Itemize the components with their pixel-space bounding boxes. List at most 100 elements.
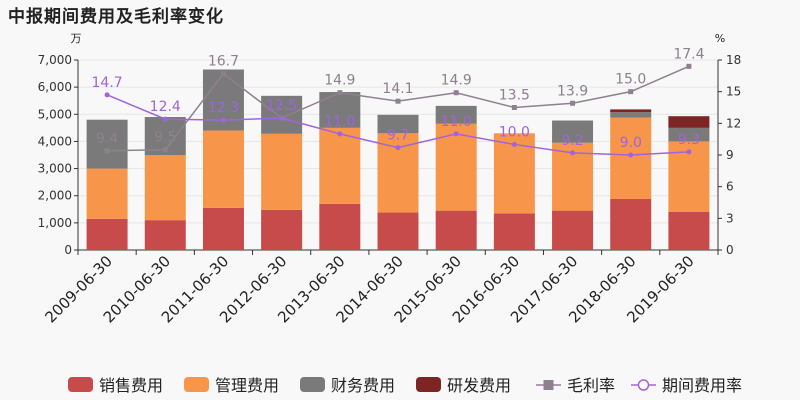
data-label: 15.0 — [615, 72, 646, 88]
bar-segment — [668, 116, 710, 128]
bar-segment — [261, 95, 303, 134]
line-point — [628, 152, 634, 158]
line-point — [337, 90, 343, 96]
data-label: 13.5 — [499, 88, 530, 104]
line-point — [686, 149, 692, 155]
y-right-tick-label: 12 — [726, 116, 741, 130]
line-point — [337, 131, 343, 137]
data-label: 9.7 — [387, 128, 409, 144]
line-point — [162, 147, 168, 153]
bar-segment — [261, 209, 303, 250]
line-point — [628, 89, 634, 95]
bar-segment — [377, 212, 419, 250]
data-label: 9.5 — [154, 130, 176, 146]
y-left-tick-label: 4,000 — [38, 134, 72, 148]
y-left-tick-label: 6,000 — [38, 80, 72, 94]
y-right-tick-label: 9 — [726, 148, 734, 162]
legend-label: 管理费用 — [215, 376, 279, 395]
data-label: 16.7 — [208, 54, 239, 70]
line-point — [104, 148, 110, 154]
line-point — [453, 131, 459, 137]
bar-segment — [493, 213, 535, 250]
data-label: 12.5 — [266, 98, 297, 114]
bar-segment — [202, 130, 244, 208]
bar-segment — [435, 210, 477, 250]
data-label: 13.9 — [557, 83, 588, 99]
bar-segment — [435, 105, 477, 124]
bar-segment — [377, 114, 419, 134]
data-label: 12.5 — [266, 98, 297, 114]
legend-swatch — [416, 377, 441, 392]
line-point — [104, 92, 110, 98]
bar-segment — [86, 168, 128, 219]
line-point — [395, 98, 401, 104]
y-left-tick-label: 7,000 — [38, 53, 72, 67]
y-right-tick-label: 6 — [726, 180, 734, 194]
y-right-unit: % — [715, 32, 725, 45]
bar-segment — [202, 207, 244, 250]
data-label: 9.0 — [620, 135, 642, 151]
legend-marker — [637, 379, 650, 391]
bar-segment — [610, 109, 652, 113]
data-label: 12.3 — [208, 100, 239, 116]
data-label: 14.9 — [324, 73, 355, 89]
data-label: 11.0 — [324, 114, 355, 130]
y-left-tick-label: 5,000 — [38, 107, 72, 121]
legend-label: 财务费用 — [331, 376, 395, 395]
bar-segment — [610, 112, 652, 118]
line-point — [511, 105, 517, 110]
bar-segment — [86, 218, 128, 250]
data-label: 17.4 — [673, 46, 704, 62]
bar-segment — [552, 120, 594, 143]
bar-segment — [319, 127, 361, 204]
bar-segment — [86, 119, 128, 169]
y-right-tick-label: 3 — [726, 211, 734, 225]
line-point — [570, 100, 576, 106]
y-right-tick-label: 18 — [726, 53, 741, 67]
legend-swatch — [68, 377, 93, 392]
legend-swatch — [300, 377, 325, 392]
bar-segment — [144, 155, 186, 221]
chart-title: 中报期间费用及毛利率变化 — [8, 7, 224, 27]
y-left-tick-label: 2,000 — [38, 189, 72, 203]
data-label: 10.0 — [499, 124, 530, 140]
data-label: 14.7 — [92, 75, 123, 91]
y-left-unit: 万 — [71, 32, 82, 45]
line-point — [570, 150, 576, 156]
bar-segment — [144, 220, 186, 250]
legend-label: 期间费用率 — [662, 376, 742, 395]
legend-label: 研发费用 — [447, 376, 511, 395]
legend-swatch — [184, 377, 209, 392]
data-label: 12.4 — [150, 99, 181, 115]
bar-segment — [668, 127, 710, 142]
bar-segment — [552, 210, 594, 250]
line-point — [686, 63, 692, 69]
data-label: 14.9 — [441, 73, 472, 89]
y-left-tick-label: 3,000 — [38, 162, 72, 176]
bar-segment — [319, 203, 361, 250]
line-point — [511, 141, 517, 147]
line-point — [453, 90, 459, 96]
y-left-tick-label: 1,000 — [38, 216, 72, 230]
line-point — [279, 115, 285, 121]
legend-marker — [543, 380, 554, 390]
legend-label: 销售费用 — [99, 376, 163, 395]
line-point — [395, 145, 401, 151]
y-left-tick-label: 0 — [64, 243, 72, 257]
line-point — [220, 71, 226, 77]
line-point — [220, 117, 226, 123]
bar-segment — [261, 133, 303, 210]
data-label: 9.4 — [96, 131, 118, 147]
bar-segment — [610, 117, 652, 199]
bar-segment — [610, 198, 652, 250]
data-label: 9.2 — [561, 133, 583, 149]
data-label: 14.1 — [382, 81, 413, 97]
legend-label: 毛利率 — [567, 376, 615, 395]
data-label: 11.0 — [441, 114, 472, 130]
y-right-tick-label: 15 — [726, 85, 741, 99]
bar-segment — [668, 212, 710, 250]
bar-segment — [435, 123, 477, 211]
data-label: 9.3 — [678, 132, 700, 148]
y-right-tick-label: 0 — [726, 243, 734, 257]
